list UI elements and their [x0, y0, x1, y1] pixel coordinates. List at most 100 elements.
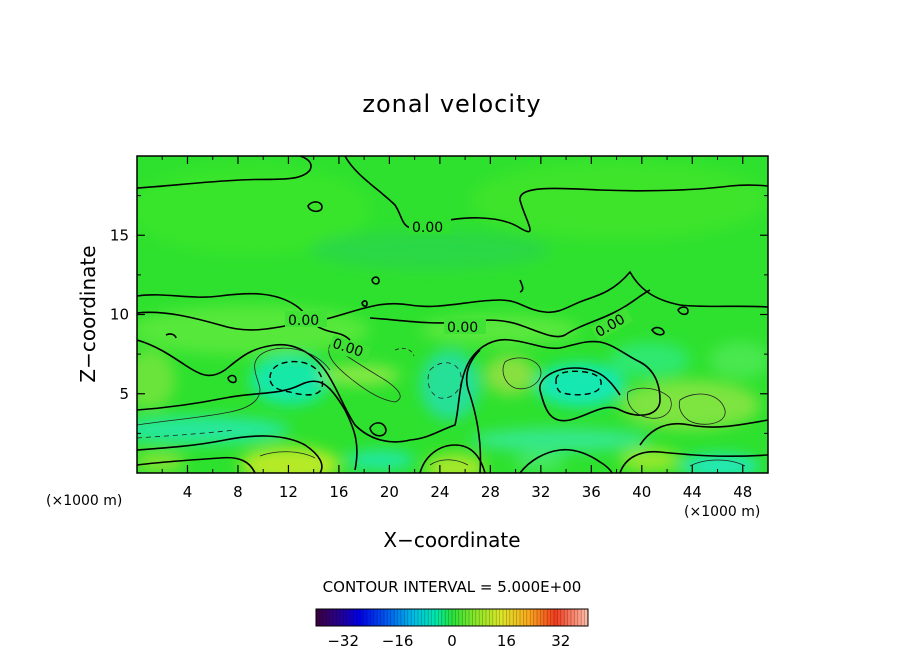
- colorbar-cell: [496, 609, 500, 626]
- colorbar-cell: [557, 609, 562, 626]
- colorbar-cell: [435, 609, 439, 626]
- y-tick-label: 10: [110, 306, 129, 324]
- colorbar-frame: [315, 608, 589, 627]
- colorbar-cell: [394, 609, 398, 626]
- colorbar-cell: [550, 609, 555, 626]
- colorbar-cell: [560, 609, 565, 626]
- colorbar-cell: [445, 609, 449, 626]
- x-tick-label: 12: [279, 483, 298, 501]
- colorbar-cell: [424, 609, 429, 626]
- colorbar-cell: [452, 609, 456, 626]
- colorbar-ticks: −32 −16 0 16 32: [327, 632, 570, 650]
- colorbar-tick-label: 32: [551, 632, 570, 650]
- y-axis-ticks: 5 10 15: [110, 195, 768, 434]
- contour-lines-dashed: [269, 360, 602, 396]
- plot-area: 0.00 0.00 0.00 0.00 0.00: [137, 156, 768, 473]
- x-tick-label: 16: [329, 483, 348, 501]
- colorbar-cell: [401, 609, 405, 626]
- colorbar-cell: [543, 609, 548, 626]
- colorbar-cell: [503, 609, 507, 626]
- colorbar-cell: [472, 609, 477, 626]
- colorbar-cell: [479, 609, 483, 626]
- contour-label: 0.00: [288, 313, 319, 329]
- x-tick-label: 48: [733, 483, 752, 501]
- colorbar-cell: [431, 609, 436, 626]
- colorbar-cell: [390, 609, 395, 626]
- colorbar-cell: [564, 609, 568, 626]
- colorbar-cell: [486, 609, 490, 626]
- colorbar-tick-label: −32: [327, 632, 359, 650]
- colorbar-cell: [506, 609, 511, 626]
- colorbar-cell: [465, 609, 470, 626]
- colorbar-cell: [407, 609, 412, 626]
- colorbar-cell: [547, 609, 551, 626]
- colorbar-cell: [509, 609, 514, 626]
- colorbar-cell: [387, 609, 392, 626]
- colorbar-cell: [343, 609, 347, 626]
- colorbar-cell: [326, 609, 330, 626]
- colorbar-cell: [414, 609, 419, 626]
- colorbar-tick-label: −16: [382, 632, 414, 650]
- chart-title: zonal velocity: [362, 90, 541, 118]
- colorbar-cell: [322, 609, 327, 626]
- colorbar-cell: [350, 609, 354, 626]
- x-unit-right: (×1000 m): [684, 504, 760, 520]
- colorbar-cell: [526, 609, 531, 626]
- colorbar-cell: [380, 609, 385, 626]
- colorbar-cell: [469, 609, 473, 626]
- contour-lines-solid: [137, 156, 768, 473]
- colorbar-cell: [346, 609, 351, 626]
- x-tick-label: 44: [683, 483, 702, 501]
- colorbar-cell: [584, 609, 589, 626]
- colorbar-cell: [577, 609, 582, 626]
- colorbar-cell: [537, 609, 541, 626]
- x-tick-label: 8: [233, 483, 243, 501]
- colorbar-cell: [404, 609, 409, 626]
- colorbar-tick-label: 0: [447, 632, 457, 650]
- y-tick-label: 5: [119, 385, 129, 403]
- colorbar-cell: [356, 609, 361, 626]
- y-tick-label: 15: [110, 226, 129, 244]
- colorbar-cell: [581, 609, 585, 626]
- colorbar-cell: [520, 609, 524, 626]
- colorbar-cell: [554, 609, 558, 626]
- colorbar-cell: [316, 609, 320, 626]
- colorbar-cell: [363, 609, 368, 626]
- colorbar-cell: [370, 609, 375, 626]
- colorbar-cell: [571, 609, 575, 626]
- x-tick-label: 24: [430, 483, 449, 501]
- colorbar-cell: [455, 609, 460, 626]
- x-axis-ticks: 4 8 12 16 20 24 28 32 36 40 44 48: [161, 156, 752, 501]
- colorbar-cell: [428, 609, 432, 626]
- colorbar-cell: [367, 609, 371, 626]
- colorbar-tick-label: 16: [497, 632, 516, 650]
- colorbar-cell: [397, 609, 402, 626]
- colorbar-cell: [492, 609, 497, 626]
- colorbar-cell: [533, 609, 538, 626]
- colorbar-cell: [336, 609, 341, 626]
- x-tick-label: 36: [582, 483, 601, 501]
- colorbar-cell: [421, 609, 426, 626]
- colorbar-cell: [475, 609, 480, 626]
- x-tick-label: 40: [632, 483, 651, 501]
- x-tick-label: 4: [183, 483, 193, 501]
- contour-label: 0.00: [447, 320, 478, 336]
- colorbar-cell: [418, 609, 422, 626]
- colorbar-cell: [373, 609, 378, 626]
- colorbar-cell: [530, 609, 534, 626]
- contour-lines-thin: [137, 344, 746, 467]
- x-unit-left: (×1000 m): [46, 493, 122, 509]
- colorbar-cell: [516, 609, 521, 626]
- x-axis-label: X−coordinate: [383, 528, 520, 552]
- colorbar-cell: [438, 609, 443, 626]
- y-axis-label: Z−coordinate: [76, 245, 100, 382]
- colorbar-cell: [329, 609, 334, 626]
- colorbar-cell: [319, 609, 324, 626]
- colorbar-cell: [482, 609, 487, 626]
- colorbar-cell: [353, 609, 358, 626]
- colorbar-cell: [489, 609, 494, 626]
- colorbar-cell: [462, 609, 466, 626]
- colorbar-cell: [339, 609, 344, 626]
- x-tick-label: 20: [380, 483, 399, 501]
